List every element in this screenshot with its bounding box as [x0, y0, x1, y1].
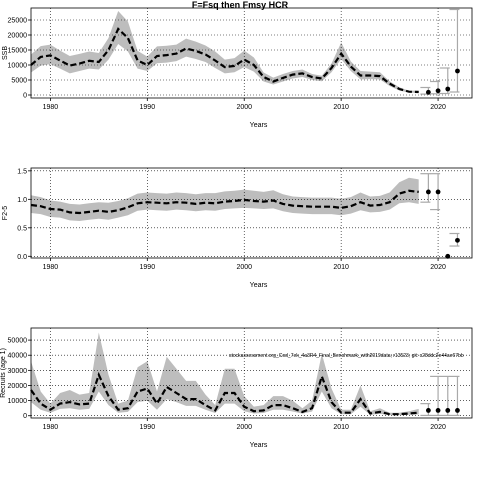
x-tick-label: 1990 [140, 264, 156, 271]
projection-point [435, 189, 441, 195]
projection-point [455, 237, 460, 243]
confidence-band [31, 11, 419, 93]
estimate-line [30, 371, 419, 416]
x-tick-label: 2000 [236, 264, 252, 271]
x-tick-label: 1980 [43, 104, 59, 111]
y-tick-label: 0 [23, 413, 27, 420]
y-tick-label: 5000 [11, 78, 27, 85]
projection-point [445, 253, 451, 259]
x-tick-label: 1990 [140, 104, 156, 111]
projection-point [425, 189, 431, 195]
estimate-line [30, 27, 419, 94]
plot-frame [30, 327, 473, 419]
y-tick-label: 10000 [8, 63, 28, 70]
plot-frame [30, 167, 473, 259]
projection-point [435, 408, 441, 413]
projection-point [445, 408, 451, 413]
y-tick-label: 0 [23, 93, 27, 100]
y-axis-title: F2-5 [2, 206, 9, 221]
x-tick-label: 1980 [43, 424, 59, 431]
panel-ssb: 1980 1990 2000 2010 2020 0 5000 10000 15000 20000… [2, 7, 473, 129]
x-tick-label: 2020 [430, 104, 446, 111]
x-tick-label: 2010 [333, 104, 349, 111]
plot-frame [30, 7, 473, 99]
y-tick-label: 20000 [8, 33, 28, 40]
y-tick-label: 10000 [8, 398, 28, 405]
run-annotation: stockassessment.org_Cod_7ek_4a3R4_Final_… [229, 353, 464, 359]
x-tick-label: 2000 [236, 424, 252, 431]
chart-title: F=Fsq then Fmsy HCR [192, 0, 289, 10]
x-tick-label: 2010 [333, 264, 349, 271]
y-tick-label: 1.5 [17, 168, 27, 175]
projection-point [425, 89, 431, 95]
x-tick-label: 1990 [140, 424, 156, 431]
y-axis-title: SSB [2, 46, 9, 60]
y-tick-label: 15000 [8, 48, 28, 55]
confidence-band [31, 177, 419, 221]
y-tick-label: 20000 [8, 383, 28, 390]
x-tick-label: 2000 [236, 104, 252, 111]
projection-point [455, 68, 460, 74]
x-tick-label: 1980 [43, 264, 59, 271]
projection-point [435, 88, 441, 94]
x-tick-label: 2020 [430, 264, 446, 271]
x-axis-title: Years [250, 282, 268, 289]
confidence-band [31, 332, 419, 415]
x-axis-title: Years [250, 442, 268, 449]
panel-recruits: 1980 1990 2000 2010 2020 0 10000 20000 30000 4000… [0, 327, 473, 449]
y-tick-label: 25000 [8, 18, 28, 25]
y-tick-label: 50000 [8, 338, 28, 345]
projection-point [445, 86, 451, 92]
projection-point [455, 408, 460, 413]
y-tick-label: 1.0 [17, 197, 27, 204]
x-tick-label: 2010 [333, 424, 349, 431]
projection-point [425, 408, 431, 413]
estimate-line [30, 189, 419, 215]
panel-fishing-mortality: 1980 1990 2000 2010 2020 0.0 0.5 1.0 1.5 Years F2-… [2, 167, 473, 289]
y-tick-label: 40000 [8, 353, 28, 360]
y-axis-title: Recruits (age 1) [0, 348, 7, 398]
x-tick-label: 2020 [430, 424, 446, 431]
y-tick-label: 0.0 [17, 254, 27, 261]
x-axis-title: Years [250, 122, 268, 129]
y-tick-label: 0.5 [17, 225, 27, 232]
y-tick-label: 30000 [8, 368, 28, 375]
